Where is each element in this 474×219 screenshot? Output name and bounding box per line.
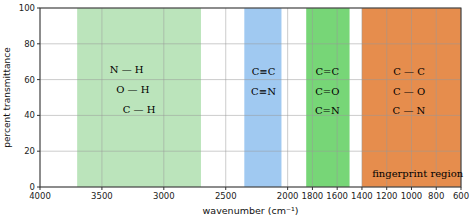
annotation: O — H [116, 84, 150, 95]
grid-line [101, 8, 102, 187]
annotation: C — C [393, 66, 425, 77]
annotation: N — H [110, 64, 144, 75]
annotation: C — N [393, 105, 426, 116]
y-tick-label: 40 [24, 110, 35, 120]
annotation: C=C [315, 66, 339, 77]
x-tick [312, 187, 313, 190]
grid-line [287, 8, 288, 187]
x-tick [411, 187, 412, 190]
regions [77, 8, 461, 187]
annotation: C=O [315, 86, 339, 97]
annotation: C=N [315, 105, 340, 116]
x-tick-label: 1400 [351, 191, 373, 201]
y-tick-label: 20 [24, 146, 35, 156]
annotation: C≡N [251, 86, 276, 97]
chart: 4000350030002500200018001600140012001000… [0, 0, 474, 219]
y-tick-label: 80 [24, 39, 35, 49]
x-tick-label: 1600 [326, 191, 348, 201]
x-tick [101, 187, 102, 190]
annotations: N — H O — H C — H C≡C C≡N C=C C=O C=N C — C C — O… [110, 64, 464, 179]
annotation: C — H [123, 104, 156, 115]
x-tick [386, 187, 387, 190]
annotation: C≡C [252, 66, 276, 77]
y-tick [37, 187, 40, 188]
grid-line [386, 8, 387, 187]
grid-line [436, 8, 437, 187]
x-tick [287, 187, 288, 190]
x-tick-label: 2000 [277, 191, 299, 201]
x-tick [461, 187, 462, 190]
y-tick [37, 151, 40, 152]
y-tick-label: 60 [24, 75, 35, 85]
x-tick-label: 1800 [302, 191, 324, 201]
grid-line [163, 8, 164, 187]
region [77, 8, 201, 187]
x-tick [225, 187, 226, 190]
y-tick [37, 43, 40, 44]
x-tick-label: 800 [428, 191, 444, 201]
x-tick [361, 187, 362, 190]
region [306, 8, 349, 187]
x-tick-label: 3000 [153, 191, 175, 201]
y-tick [37, 115, 40, 116]
grid-line [40, 151, 461, 152]
x-tick [163, 187, 164, 190]
grid-line [40, 79, 461, 80]
y-tick-label: 100 [19, 3, 35, 13]
x-tick-label: 2500 [215, 191, 237, 201]
x-tick-label: 4000 [29, 191, 51, 201]
grid-line [40, 43, 461, 44]
x-tick [436, 187, 437, 190]
y-tick [37, 79, 40, 80]
y-tick [37, 8, 40, 9]
annotation: C — O [393, 86, 425, 97]
grid-line [225, 8, 226, 187]
grid-line [312, 8, 313, 187]
grid [40, 8, 461, 187]
y-axis-label: percent transmittance [2, 47, 12, 148]
x-tick-label: 1200 [376, 191, 398, 201]
plot-frame [40, 8, 461, 187]
grid-line [361, 8, 362, 187]
region [362, 8, 461, 187]
annotation: fingerprint region [372, 168, 464, 179]
grid-line [411, 8, 412, 187]
y-tick-label: 0 [30, 182, 35, 192]
x-tick [337, 187, 338, 190]
x-tick-label: 600 [453, 191, 469, 201]
x-tick-label: 1000 [401, 191, 423, 201]
region [244, 8, 281, 187]
x-tick-label: 3500 [91, 191, 113, 201]
axes: 4000350030002500200018001600140012001000… [19, 3, 469, 201]
x-axis-label: wavenumber (cm⁻¹) [203, 205, 299, 216]
grid-line [337, 8, 338, 187]
